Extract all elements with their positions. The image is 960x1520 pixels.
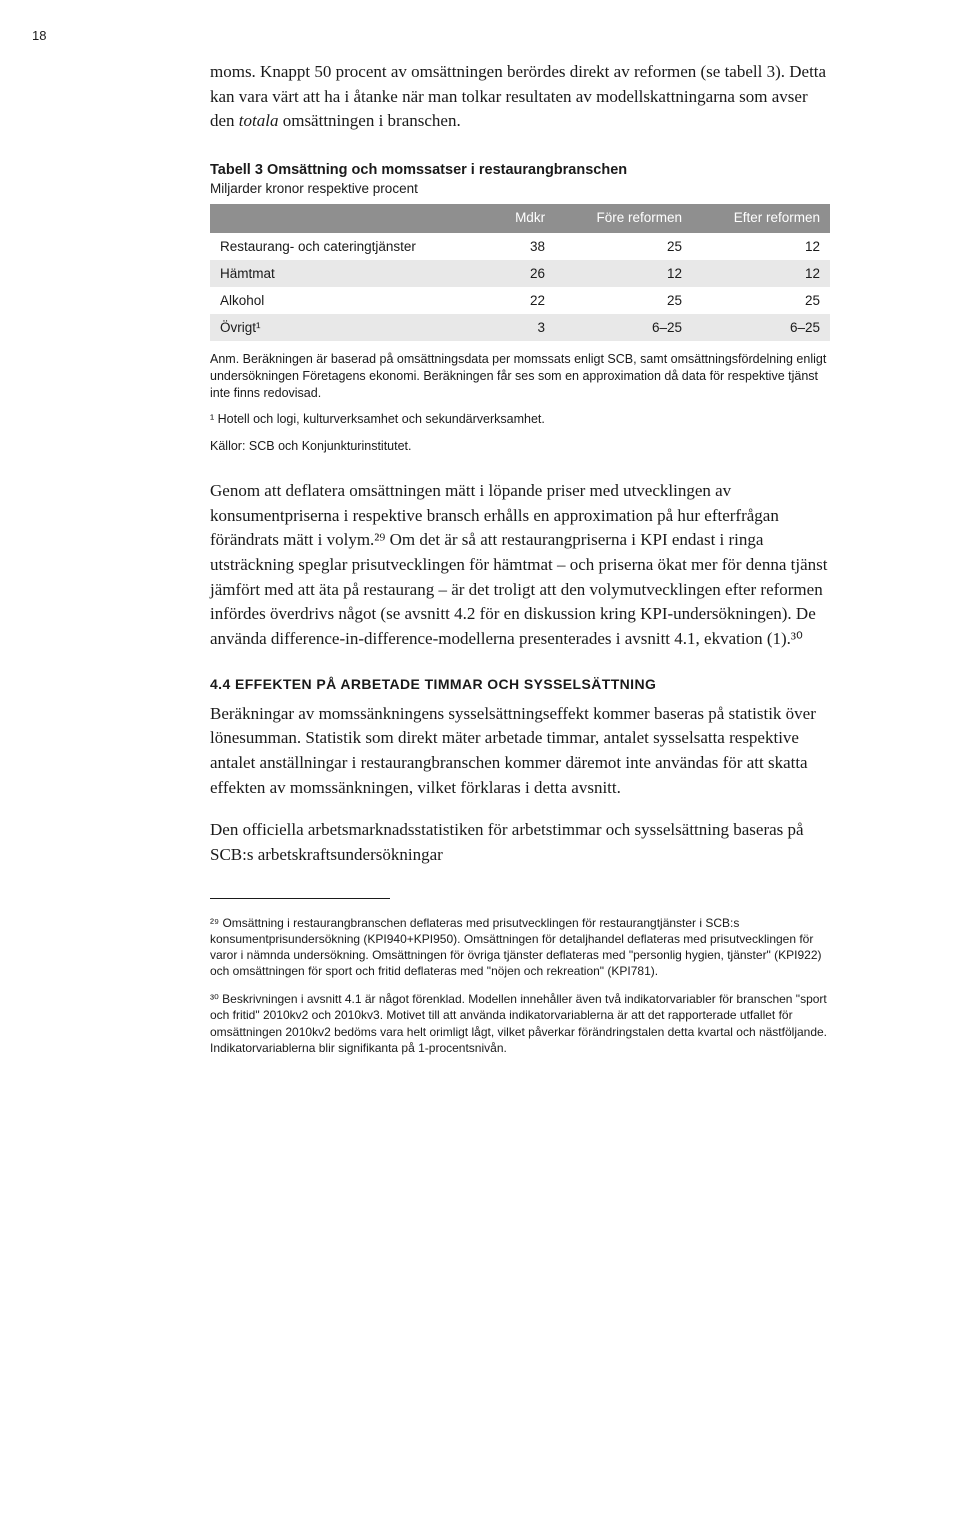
table-header-fore: Före reformen bbox=[555, 204, 692, 233]
table-header-mdkr: Mdkr bbox=[490, 204, 555, 233]
table-cell: 26 bbox=[490, 260, 555, 287]
paragraph-3: Beräkningar av momssänkningens sysselsät… bbox=[210, 702, 830, 801]
table-3: Mdkr Före reformen Efter reformen Restau… bbox=[210, 204, 830, 341]
table-row: Övrigt¹ 3 6–25 6–25 bbox=[210, 314, 830, 341]
para1-text-b: omsättningen i branschen. bbox=[278, 111, 460, 130]
table-row: Alkohol 22 25 25 bbox=[210, 287, 830, 314]
table-row: Hämtmat 26 12 12 bbox=[210, 260, 830, 287]
footnote-30: ³⁰ Beskrivningen i avsnitt 4.1 är något … bbox=[210, 991, 830, 1056]
section-heading-4-4: 4.4 EFFEKTEN PÅ ARBETADE TIMMAR OCH SYSS… bbox=[210, 676, 830, 692]
table-cell: 3 bbox=[490, 314, 555, 341]
table-cell-label: Alkohol bbox=[210, 287, 490, 314]
table-cell-label: Övrigt¹ bbox=[210, 314, 490, 341]
footnote-separator bbox=[210, 898, 390, 899]
table-subtitle: Miljarder kronor respektive procent bbox=[210, 181, 830, 196]
para1-italic: totala bbox=[239, 111, 279, 130]
table-cell: 12 bbox=[555, 260, 692, 287]
table-row: Restaurang- och cateringtjänster 38 25 1… bbox=[210, 233, 830, 260]
table-cell: 25 bbox=[692, 287, 830, 314]
table-note-anm: Anm. Beräkningen är baserad på omsättnin… bbox=[210, 351, 830, 402]
page-number: 18 bbox=[32, 28, 46, 43]
table-cell: 12 bbox=[692, 260, 830, 287]
table-header-blank bbox=[210, 204, 490, 233]
table-note-sources: Källor: SCB och Konjunkturinstitutet. bbox=[210, 438, 830, 455]
table-cell: 38 bbox=[490, 233, 555, 260]
table-title: Tabell 3 Omsättning och momssatser i res… bbox=[210, 162, 830, 178]
table-cell: 22 bbox=[490, 287, 555, 314]
table-cell: 6–25 bbox=[555, 314, 692, 341]
table-cell-label: Restaurang- och cateringtjänster bbox=[210, 233, 490, 260]
table-cell-label: Hämtmat bbox=[210, 260, 490, 287]
table-header-efter: Efter reformen bbox=[692, 204, 830, 233]
footnote-29: ²⁹ Omsättning i restaurangbranschen defl… bbox=[210, 915, 830, 980]
table-cell: 25 bbox=[555, 287, 692, 314]
paragraph-2: Genom att deflatera omsättningen mätt i … bbox=[210, 479, 830, 651]
paragraph-4: Den officiella arbetsmarknadsstatistiken… bbox=[210, 818, 830, 867]
page-content: moms. Knappt 50 procent av omsättningen … bbox=[210, 60, 830, 1068]
table-note-footnote1: ¹ Hotell och logi, kulturverksamhet och … bbox=[210, 411, 830, 428]
table-cell: 25 bbox=[555, 233, 692, 260]
table-cell: 6–25 bbox=[692, 314, 830, 341]
paragraph-1: moms. Knappt 50 procent av omsättningen … bbox=[210, 60, 830, 134]
table-header-row: Mdkr Före reformen Efter reformen bbox=[210, 204, 830, 233]
table-cell: 12 bbox=[692, 233, 830, 260]
